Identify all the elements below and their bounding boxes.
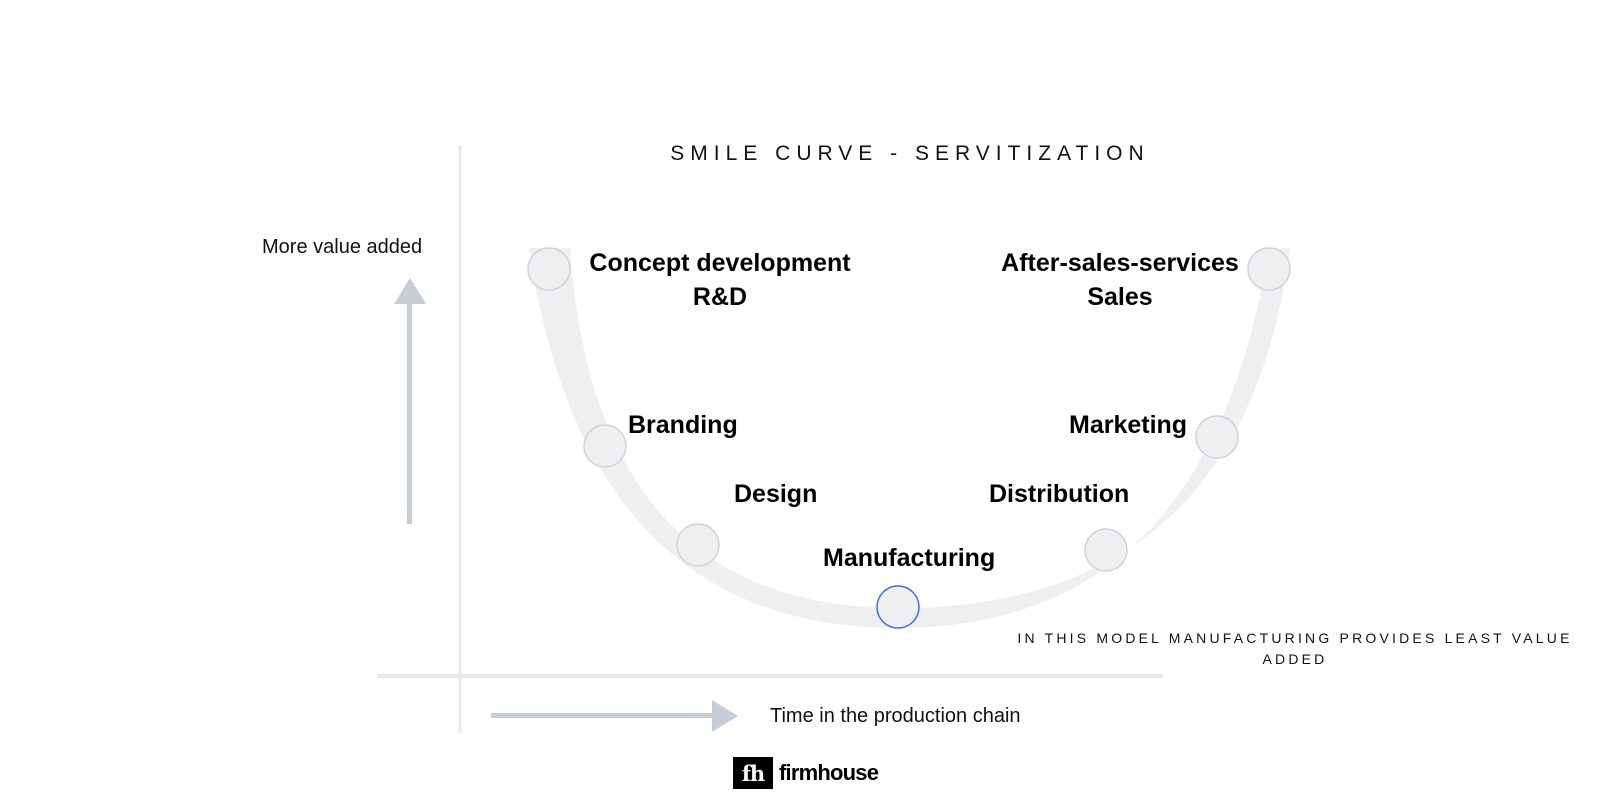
stage-after-sales-line2: Sales	[1087, 283, 1153, 311]
stage-after-sales: After-sales-services Sales	[985, 246, 1255, 314]
stage-after-sales-line1: After-sales-services	[1001, 249, 1239, 277]
marker-manufacturing	[876, 585, 920, 629]
logo-text: firmhouse	[779, 760, 879, 785]
stage-marketing: Marketing	[1069, 411, 1188, 439]
marker-branding	[583, 424, 627, 468]
stage-concept-line1: Concept development	[589, 249, 851, 277]
logo-mark: fh	[733, 757, 773, 789]
marker-design	[676, 523, 720, 567]
marker-after-sales	[1247, 247, 1291, 291]
right-arrow-icon	[491, 700, 738, 732]
least-value-note: IN THIS MODEL MANUFACTURING PROVIDES LEA…	[1017, 630, 1573, 667]
stage-design: Design	[734, 480, 818, 508]
stage-branding: Branding	[628, 411, 738, 439]
up-arrow-icon	[394, 278, 426, 524]
firmhouse-logo: fh firmhouse	[733, 757, 879, 789]
x-axis-label: Time in the production chain	[770, 705, 1021, 727]
stage-distribution: Distribution	[989, 480, 1130, 508]
diagram-title: SMILE CURVE - SERVITIZATION	[670, 142, 1150, 165]
stage-concept-line2: R&D	[692, 283, 748, 311]
marker-concept	[527, 247, 571, 291]
marker-distribution	[1084, 528, 1128, 572]
stage-manufacturing: Manufacturing	[823, 544, 996, 572]
y-axis-label: More value added	[262, 236, 423, 258]
stage-concept-development: Concept development R&D	[575, 246, 865, 314]
marker-marketing	[1195, 415, 1239, 459]
